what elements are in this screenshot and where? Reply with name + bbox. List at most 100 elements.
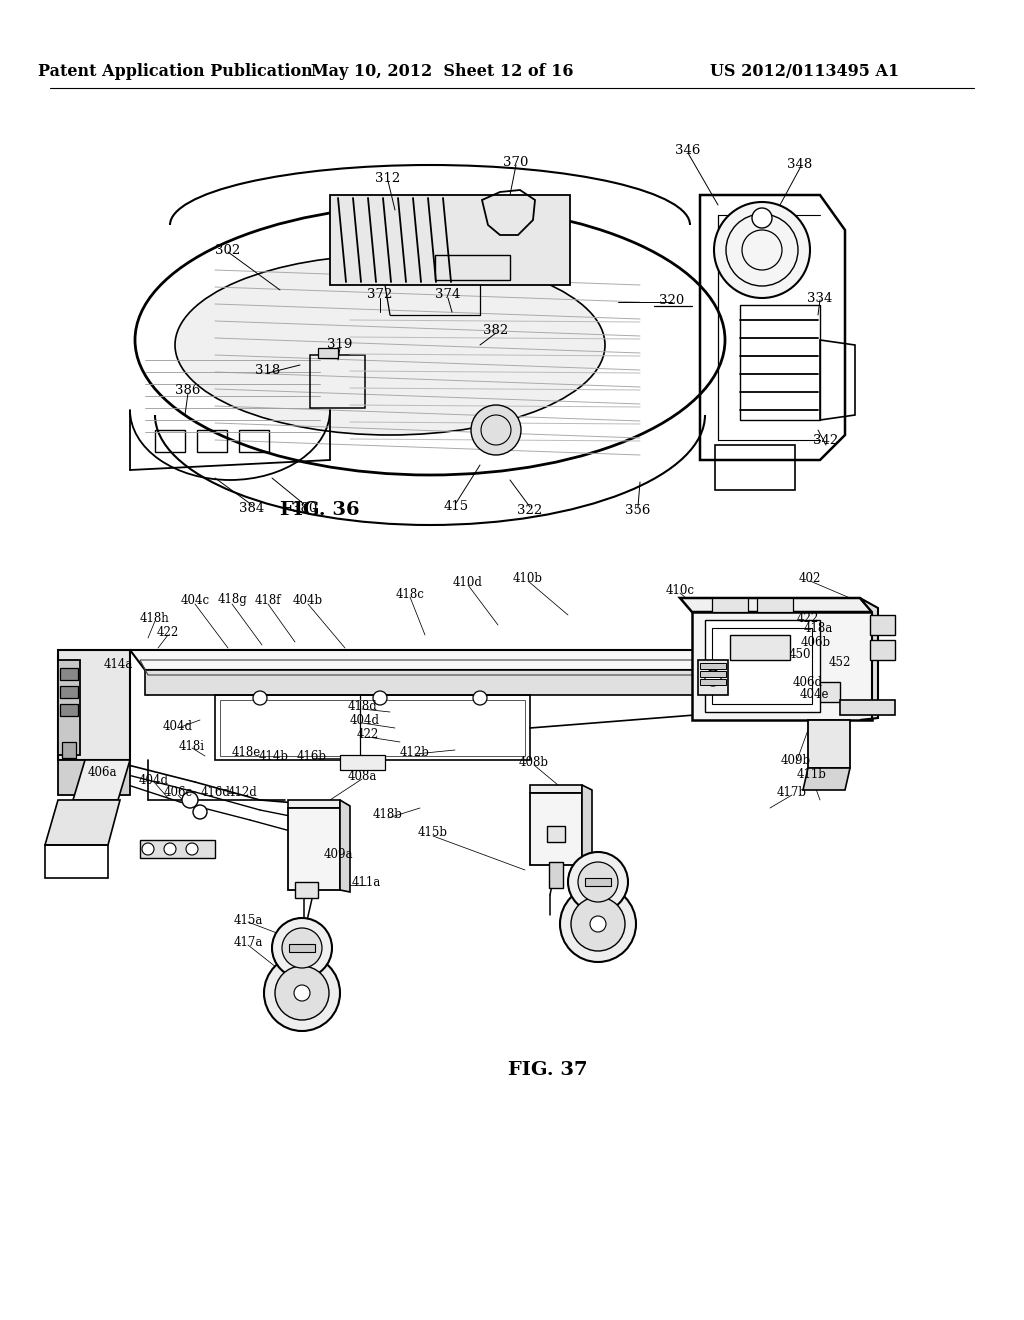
Text: 319: 319 xyxy=(328,338,352,351)
Circle shape xyxy=(578,862,618,902)
Circle shape xyxy=(373,690,387,705)
Text: 404b: 404b xyxy=(293,594,323,606)
Text: 410c: 410c xyxy=(666,583,694,597)
Polygon shape xyxy=(692,612,872,719)
Circle shape xyxy=(275,966,329,1020)
Ellipse shape xyxy=(175,255,605,436)
Text: 418a: 418a xyxy=(804,622,833,635)
Circle shape xyxy=(142,843,154,855)
Text: 408a: 408a xyxy=(347,770,377,783)
Text: 417a: 417a xyxy=(233,936,263,949)
Text: 409a: 409a xyxy=(324,849,352,862)
Text: 422: 422 xyxy=(797,611,819,624)
Text: 418b: 418b xyxy=(373,808,402,821)
Text: FIG. 36: FIG. 36 xyxy=(281,502,359,519)
Text: 404d: 404d xyxy=(139,774,169,787)
Circle shape xyxy=(471,405,521,455)
Text: 410b: 410b xyxy=(513,572,543,585)
Bar xyxy=(60,704,78,715)
Text: 418i: 418i xyxy=(179,739,205,752)
Text: 406d: 406d xyxy=(793,676,823,689)
Circle shape xyxy=(294,985,310,1001)
Text: 412d: 412d xyxy=(228,787,258,800)
Text: 348: 348 xyxy=(787,158,813,172)
Text: 382: 382 xyxy=(483,323,509,337)
Polygon shape xyxy=(45,800,120,845)
Text: 312: 312 xyxy=(376,172,400,185)
Text: 418f: 418f xyxy=(255,594,282,606)
Polygon shape xyxy=(840,700,895,715)
Text: 418d: 418d xyxy=(347,700,377,713)
Text: 318: 318 xyxy=(255,363,281,376)
Text: 411b: 411b xyxy=(797,768,827,781)
Bar xyxy=(155,430,185,451)
Text: 452: 452 xyxy=(828,656,851,668)
Text: 408b: 408b xyxy=(519,755,549,768)
Bar xyxy=(549,862,563,888)
Circle shape xyxy=(272,917,332,978)
Polygon shape xyxy=(803,768,850,789)
Text: 342: 342 xyxy=(813,433,839,446)
Text: 418e: 418e xyxy=(231,746,261,759)
Text: 422: 422 xyxy=(157,626,179,639)
Bar xyxy=(698,660,728,696)
Circle shape xyxy=(560,886,636,962)
Text: 414b: 414b xyxy=(259,750,289,763)
Text: 450: 450 xyxy=(788,648,811,661)
Text: 404c: 404c xyxy=(180,594,210,606)
Circle shape xyxy=(253,690,267,705)
Text: 402: 402 xyxy=(799,572,821,585)
Text: 416b: 416b xyxy=(297,750,327,763)
Text: 410d: 410d xyxy=(453,576,483,589)
Circle shape xyxy=(473,690,487,705)
Text: 422: 422 xyxy=(357,727,379,741)
Bar xyxy=(870,640,895,660)
Circle shape xyxy=(752,209,772,228)
Circle shape xyxy=(590,916,606,932)
Circle shape xyxy=(282,928,322,968)
Text: US 2012/0113495 A1: US 2012/0113495 A1 xyxy=(711,63,900,81)
Bar xyxy=(712,628,812,704)
Bar xyxy=(62,742,76,758)
Text: 415a: 415a xyxy=(233,913,263,927)
Bar xyxy=(700,671,726,677)
Polygon shape xyxy=(145,671,755,696)
Bar xyxy=(712,598,748,612)
Text: 320: 320 xyxy=(659,293,685,306)
Bar xyxy=(700,678,726,685)
Text: 406a: 406a xyxy=(87,766,117,779)
Text: 404d: 404d xyxy=(163,719,193,733)
Text: 406c: 406c xyxy=(164,785,193,799)
Bar xyxy=(585,878,611,886)
Text: Patent Application Publication: Patent Application Publication xyxy=(38,63,312,81)
Polygon shape xyxy=(58,760,130,795)
Bar xyxy=(435,255,510,280)
Bar xyxy=(757,598,793,612)
Text: 380: 380 xyxy=(293,502,317,515)
Text: 418g: 418g xyxy=(217,594,247,606)
Text: 415b: 415b xyxy=(418,826,449,840)
Text: 356: 356 xyxy=(626,503,650,516)
Bar xyxy=(547,826,565,842)
Text: FIG. 37: FIG. 37 xyxy=(508,1061,588,1078)
Polygon shape xyxy=(582,785,592,867)
Bar xyxy=(340,755,385,770)
Bar xyxy=(705,620,820,711)
Bar xyxy=(310,355,365,408)
Bar xyxy=(289,944,315,952)
Bar xyxy=(60,668,78,680)
Text: 406b: 406b xyxy=(801,635,831,648)
Text: 409b: 409b xyxy=(781,754,811,767)
Bar xyxy=(295,882,318,898)
Polygon shape xyxy=(808,719,850,768)
Polygon shape xyxy=(530,785,582,793)
Polygon shape xyxy=(58,649,130,760)
Bar xyxy=(297,920,312,948)
Circle shape xyxy=(571,898,625,950)
Text: 416d: 416d xyxy=(201,787,231,800)
Text: 418c: 418c xyxy=(395,587,424,601)
Bar xyxy=(140,840,215,858)
Polygon shape xyxy=(860,598,878,719)
Polygon shape xyxy=(130,649,755,671)
Bar xyxy=(730,635,790,660)
